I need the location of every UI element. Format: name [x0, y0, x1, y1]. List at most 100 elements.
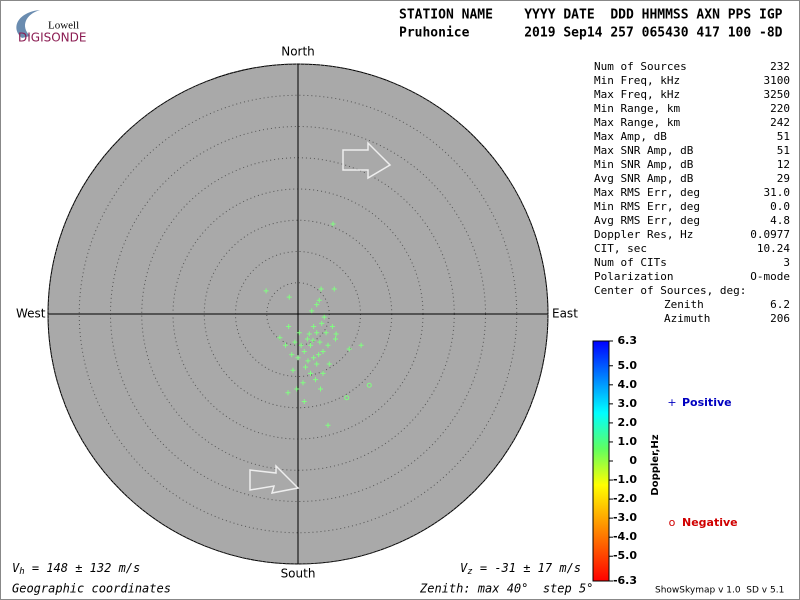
vz-symbol: V	[460, 561, 468, 575]
stat-label: Max Freq, kHz	[594, 88, 680, 101]
source-point	[318, 386, 323, 392]
source-point	[310, 337, 316, 343]
stat-label: Zenith	[664, 298, 704, 311]
source-point	[346, 346, 352, 352]
vh-text: = 148 ± 132 m/s	[25, 561, 141, 575]
source-point	[326, 361, 332, 367]
source-point	[289, 352, 295, 358]
source-point	[319, 320, 325, 326]
stat-value: 29	[777, 172, 790, 185]
source-point	[292, 339, 298, 345]
source-point	[305, 358, 311, 364]
source-point	[330, 221, 336, 227]
source-point	[320, 349, 326, 354]
source-point	[366, 382, 372, 388]
header-columns: STATION NAME YYYY DATE DDD HHMMSS AXN PP…	[399, 8, 783, 23]
stat-value: 4.8	[770, 214, 790, 227]
source-point	[314, 302, 320, 308]
source-point	[301, 349, 307, 354]
direction-label: North	[281, 45, 315, 59]
legend-marker: +	[667, 396, 676, 409]
source-point	[286, 324, 292, 329]
source-point	[321, 314, 327, 320]
stat-value: 232	[770, 60, 790, 73]
colorbar-tick-label: -2.0	[613, 492, 637, 505]
source-point	[290, 367, 296, 373]
source-point	[300, 380, 306, 386]
colorbar-label: Doppler,Hz	[650, 434, 661, 495]
stat-label: Min Range, km	[594, 102, 680, 115]
stat-value: 0.0977	[750, 228, 790, 241]
stat-label: Num of CITs	[594, 256, 667, 269]
stat-label: Min Freq, kHz	[594, 74, 680, 87]
stat-value: 206	[770, 312, 790, 325]
source-point	[295, 355, 301, 361]
source-point	[296, 330, 302, 336]
stat-value: 6.2	[770, 298, 790, 311]
source-point	[314, 330, 320, 336]
stat-label: Avg SNR Amp, dB	[594, 172, 694, 185]
stat-label: Doppler Res, Hz	[594, 228, 693, 241]
colorbar-tick-label: -4.0	[613, 530, 637, 543]
colorbar-tick-label: -5.0	[613, 549, 637, 562]
source-point	[298, 342, 304, 348]
plot	[47, 63, 549, 565]
logo-top: Lowell	[48, 20, 79, 32]
vh-symbol: V	[12, 561, 20, 575]
stat-label: Azimuth	[664, 312, 710, 325]
legend-marker: o	[669, 516, 676, 529]
stat-label: Max Range, km	[594, 116, 680, 129]
source-point	[320, 370, 326, 376]
source-point	[323, 330, 329, 336]
vz: Vz = -31 ± 17 m/s	[460, 561, 581, 577]
colorbar-tick-label: 6.3	[618, 334, 638, 347]
center-label: Center of Sources, deg:	[594, 284, 746, 297]
colorbar-tick-label: 4.0	[618, 378, 638, 391]
logo-swoosh	[16, 10, 40, 38]
stat-value: 3250	[764, 88, 791, 101]
colorbar-tick-label: 3.0	[618, 397, 638, 410]
stat-value: O-mode	[750, 270, 790, 283]
colorbar-tick-label: 2.0	[618, 416, 638, 429]
direction-label: East	[552, 307, 578, 321]
stat-value: 220	[770, 102, 790, 115]
vh: Vh = 148 ± 132 m/s	[12, 561, 140, 577]
colorbar-tick-label: 0	[629, 454, 637, 467]
source-point	[303, 364, 308, 370]
stat-label: Polarization	[594, 270, 673, 283]
legend-label: Negative	[682, 516, 738, 529]
stat-label: CIT, sec	[594, 242, 647, 255]
vz-text: = -31 ± 17 m/s	[473, 561, 581, 575]
source-point	[277, 335, 283, 341]
stat-label: Max SNR Amp, dB	[594, 144, 694, 157]
stat-value: 3	[783, 256, 790, 269]
source-point	[325, 422, 331, 428]
coords-note: Geographic coordinates	[12, 582, 171, 596]
source-point	[317, 339, 323, 345]
source-point	[333, 336, 338, 342]
source-point	[344, 395, 350, 401]
source-point	[314, 361, 320, 367]
source-point	[263, 288, 269, 294]
colorbar	[592, 340, 610, 582]
direction-label: West	[16, 307, 46, 321]
logo-bottom: DIGISONDE	[18, 31, 86, 45]
stat-value: 10.24	[757, 242, 790, 255]
source-point	[329, 324, 335, 329]
colorbar-tick-label: 1.0	[618, 435, 638, 448]
stat-label: Num of Sources	[594, 60, 687, 73]
zenith-note: Zenith: max 40° step 5°	[419, 582, 593, 596]
source-point	[311, 355, 317, 361]
header-values: Pruhonice 2019 Sep14 257 065430 417 100 …	[399, 26, 783, 41]
source-point	[285, 390, 291, 396]
colorbar-tick-label: -6.3	[613, 574, 637, 587]
vz-sub: z	[467, 567, 472, 577]
stat-value: 12	[777, 158, 790, 171]
source-point	[333, 331, 339, 337]
source-point	[283, 342, 288, 348]
source-point	[309, 308, 315, 314]
colorbar-tick-label: -1.0	[613, 473, 637, 486]
source-point	[308, 370, 313, 376]
version: ShowSkymap v 1.0 SD v 5.1	[655, 586, 784, 596]
